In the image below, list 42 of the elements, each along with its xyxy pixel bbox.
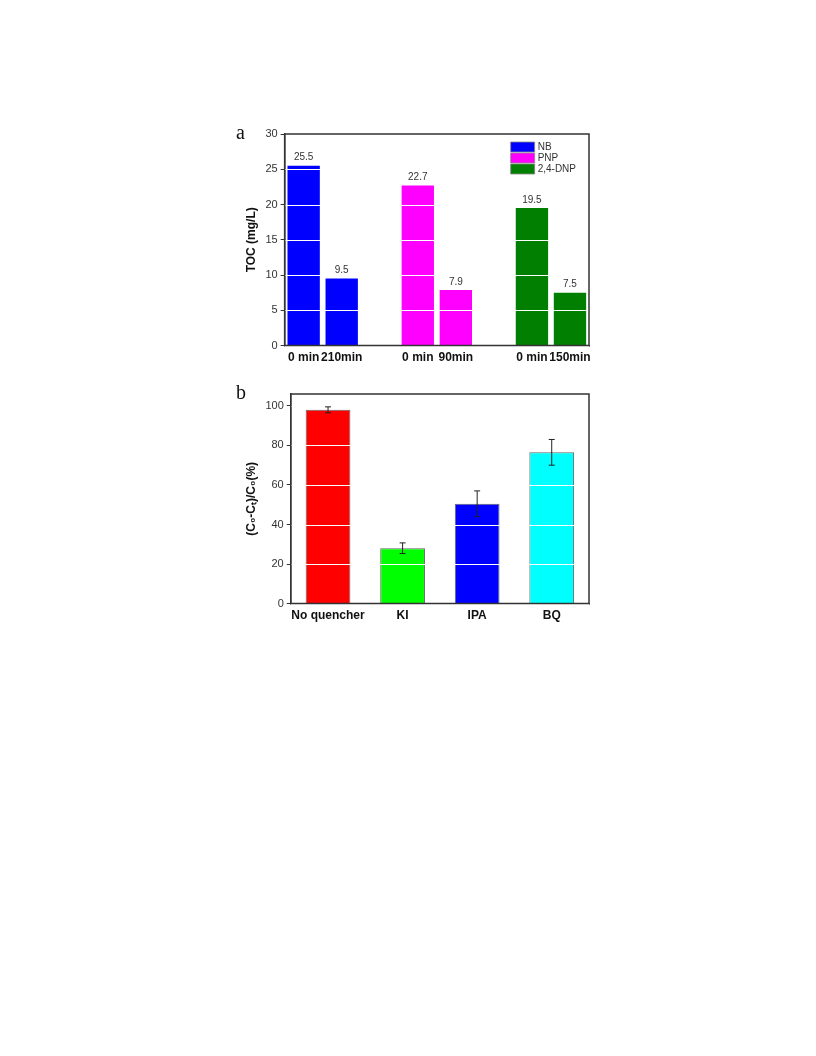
legend-label: NB: [537, 141, 552, 153]
y-axis-title: (C₀-Cₜ)/C₀(%): [243, 461, 258, 536]
y-tick-label: 100: [265, 398, 284, 411]
data-label: 19.5: [522, 193, 543, 205]
x-tick-label: 210min: [321, 350, 363, 365]
x-tick-label: 0 min: [402, 350, 434, 365]
y-tick-label: 20: [271, 557, 284, 570]
y-tick-label: 10: [265, 268, 278, 281]
x-tick-label: No quencher: [291, 608, 366, 623]
bar: [553, 292, 587, 346]
x-tick-label: KI: [396, 608, 409, 623]
text: b: [236, 381, 246, 404]
data-label: 22.7: [408, 171, 428, 183]
legend-label: PNP: [537, 152, 559, 164]
y-tick-label: 30: [265, 127, 278, 140]
y-tick-label: 40: [271, 517, 284, 530]
bar: [515, 208, 549, 346]
y-tick-label: 0: [271, 338, 278, 351]
y-tick-label: 60: [271, 477, 284, 490]
x-tick-label: 0 min: [287, 350, 320, 365]
x-tick-label: 90min: [438, 350, 474, 365]
y-tick-label: 20: [265, 197, 278, 210]
legend-label: 2,4-DNP: [537, 163, 577, 175]
bar: [439, 289, 473, 346]
bar: [287, 165, 320, 346]
y-tick-label: 15: [265, 232, 278, 245]
data-label: 9.5: [334, 264, 350, 276]
data-label: 7.9: [448, 275, 464, 287]
bar: [401, 185, 434, 346]
x-tick-label: 0 min: [516, 350, 548, 365]
x-tick-label: IPA: [467, 608, 488, 623]
x-tick-label: BQ: [542, 608, 561, 623]
y-tick-label: 80: [271, 438, 284, 451]
y-axis-title: TOC (mg/L): [243, 207, 258, 273]
data-label: 7.5: [563, 278, 578, 290]
bar: [325, 278, 358, 346]
y-tick-label: 0: [277, 596, 284, 609]
data-label: 25.5: [293, 151, 314, 163]
text: a: [236, 121, 245, 144]
y-tick-label: 25: [265, 162, 278, 175]
x-tick-label: 150min: [549, 350, 591, 365]
y-tick-label: 5: [271, 303, 278, 316]
